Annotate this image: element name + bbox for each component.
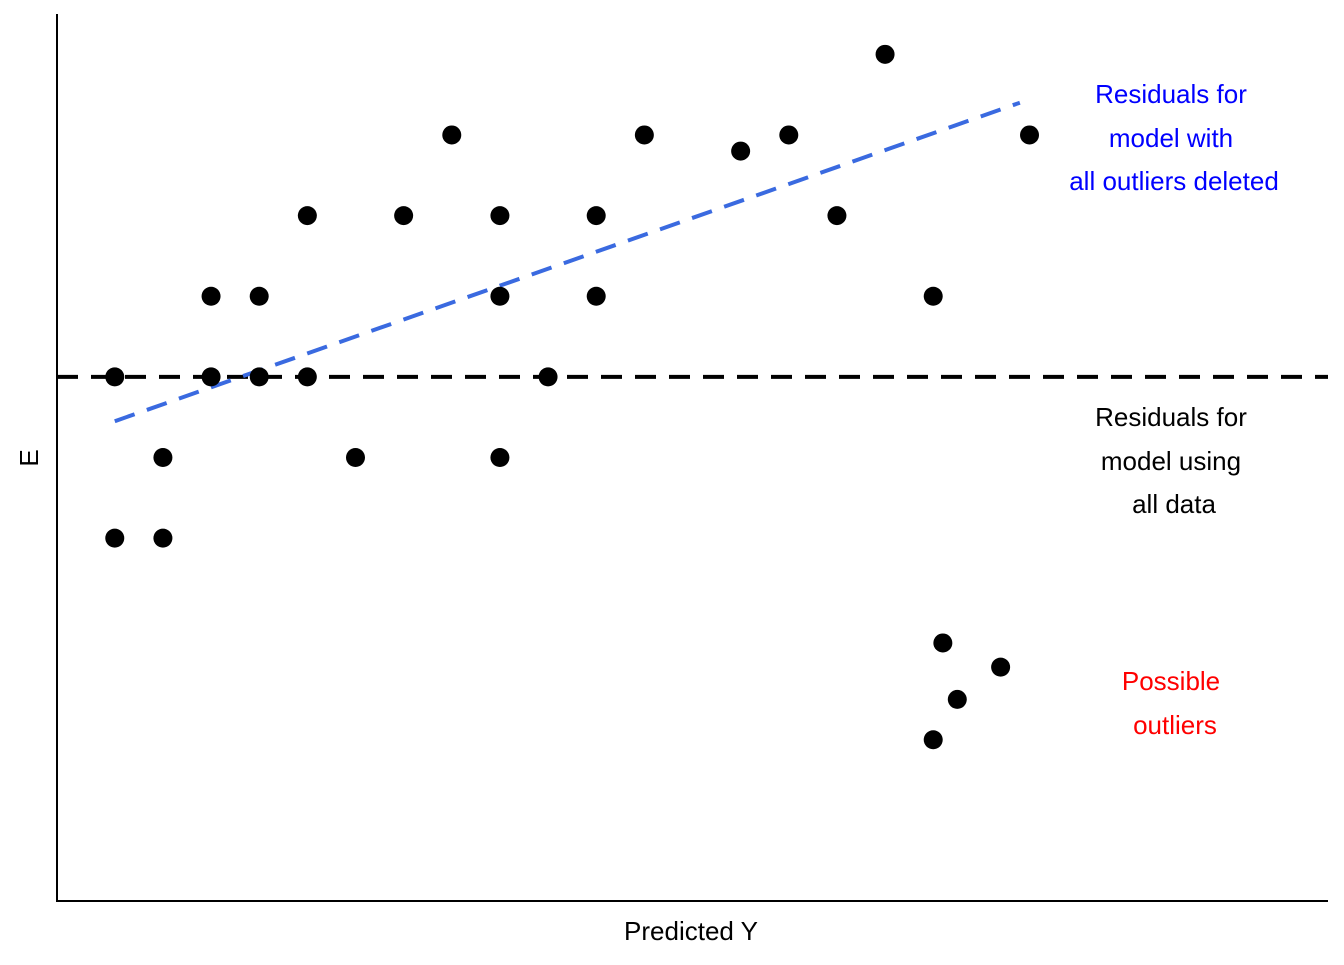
annotation-all-data-line-1: Residuals for [1095,402,1247,432]
annotation-possible-outliers-line-1: Possible [1122,666,1220,696]
annotation-possible-outliers-line-2: outliers [1133,710,1217,740]
outlier-point [933,633,953,653]
data-point [875,44,895,64]
annotation-all-data: Residuals for model using all data [1095,402,1247,519]
data-point [1020,125,1040,145]
annotation-all-data-line-3: all data [1132,489,1216,519]
data-point [394,206,414,226]
annotation-all-data-line-2: model using [1101,446,1241,476]
data-point [105,528,125,548]
data-point [153,448,173,467]
data-point [827,206,847,226]
annotation-possible-outliers: Possible outliers [1122,666,1220,740]
annotation-outliers-deleted-line-2: model with [1109,123,1233,153]
annotation-outliers-deleted-line-1: Residuals for [1095,79,1247,109]
data-point [923,286,943,306]
annotation-outliers-deleted: Residuals for model with all outliers de… [1069,79,1279,196]
data-point [297,206,317,226]
data-point [201,367,221,387]
annotation-outliers-deleted-line-3: all outliers deleted [1069,166,1279,196]
data-point [345,448,365,467]
outlier-point [923,730,943,750]
data-point [490,206,510,226]
data-point [249,286,269,306]
outlier-point [947,689,967,709]
data-point [779,125,799,145]
data-point [249,367,269,387]
x-axis-label: Predicted Y [624,916,758,946]
data-point [490,448,510,467]
outlier-point [991,657,1011,677]
data-point [201,286,221,306]
data-point [105,367,125,387]
data-point [490,286,510,306]
data-point [634,125,654,145]
data-point [586,286,606,306]
data-point [442,125,462,145]
data-point [538,367,558,387]
outliers-deleted-trend-line [114,100,1021,424]
data-point [586,206,606,226]
data-point [731,141,751,161]
data-point [297,367,317,387]
y-axis-label: E [14,449,44,466]
data-point [153,528,173,548]
